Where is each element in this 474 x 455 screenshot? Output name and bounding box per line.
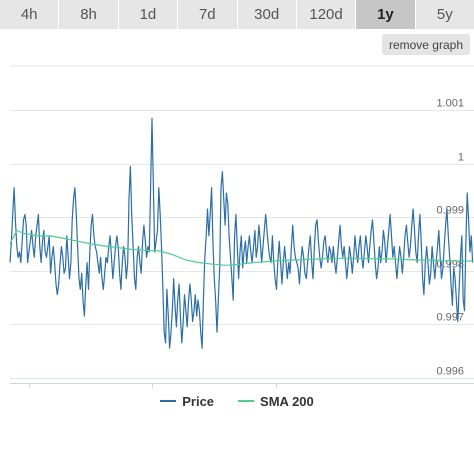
sma-series-line — [9, 229, 473, 266]
legend-label-sma: SMA 200 — [260, 393, 314, 409]
legend-swatch-sma — [238, 400, 255, 402]
tab-5y[interactable]: 5y — [415, 0, 474, 29]
y-tick-label: 1 — [458, 152, 464, 164]
tab-8h[interactable]: 8h — [59, 0, 119, 29]
legend-item-price[interactable]: Price — [160, 394, 214, 409]
tab-7d[interactable]: 7d — [178, 0, 238, 29]
tab-1d[interactable]: 1d — [118, 0, 179, 29]
y-tick-label: 0.996 — [436, 366, 464, 378]
tab-4h[interactable]: 4h — [0, 0, 60, 29]
remove-graph-button[interactable]: remove graph — [381, 34, 470, 55]
tab-120d[interactable]: 120d — [296, 0, 357, 29]
time-range-tabs: 4h 8h 1d 7d 30d 120d 1y 5y — [0, 0, 474, 29]
tab-30d[interactable]: 30d — [237, 0, 297, 29]
legend-item-sma[interactable]: SMA 200 — [238, 394, 314, 409]
price-series-line — [9, 117, 474, 349]
y-tick-label: 0.997 — [436, 312, 464, 324]
chart-legend: Price SMA 200 — [0, 390, 474, 412]
tab-1y[interactable]: 1y — [356, 0, 416, 29]
legend-label-price: Price — [182, 393, 215, 409]
legend-swatch-price — [160, 400, 177, 402]
y-tick-label: 0.999 — [436, 205, 464, 217]
y-tick-label: 1.001 — [436, 98, 464, 110]
